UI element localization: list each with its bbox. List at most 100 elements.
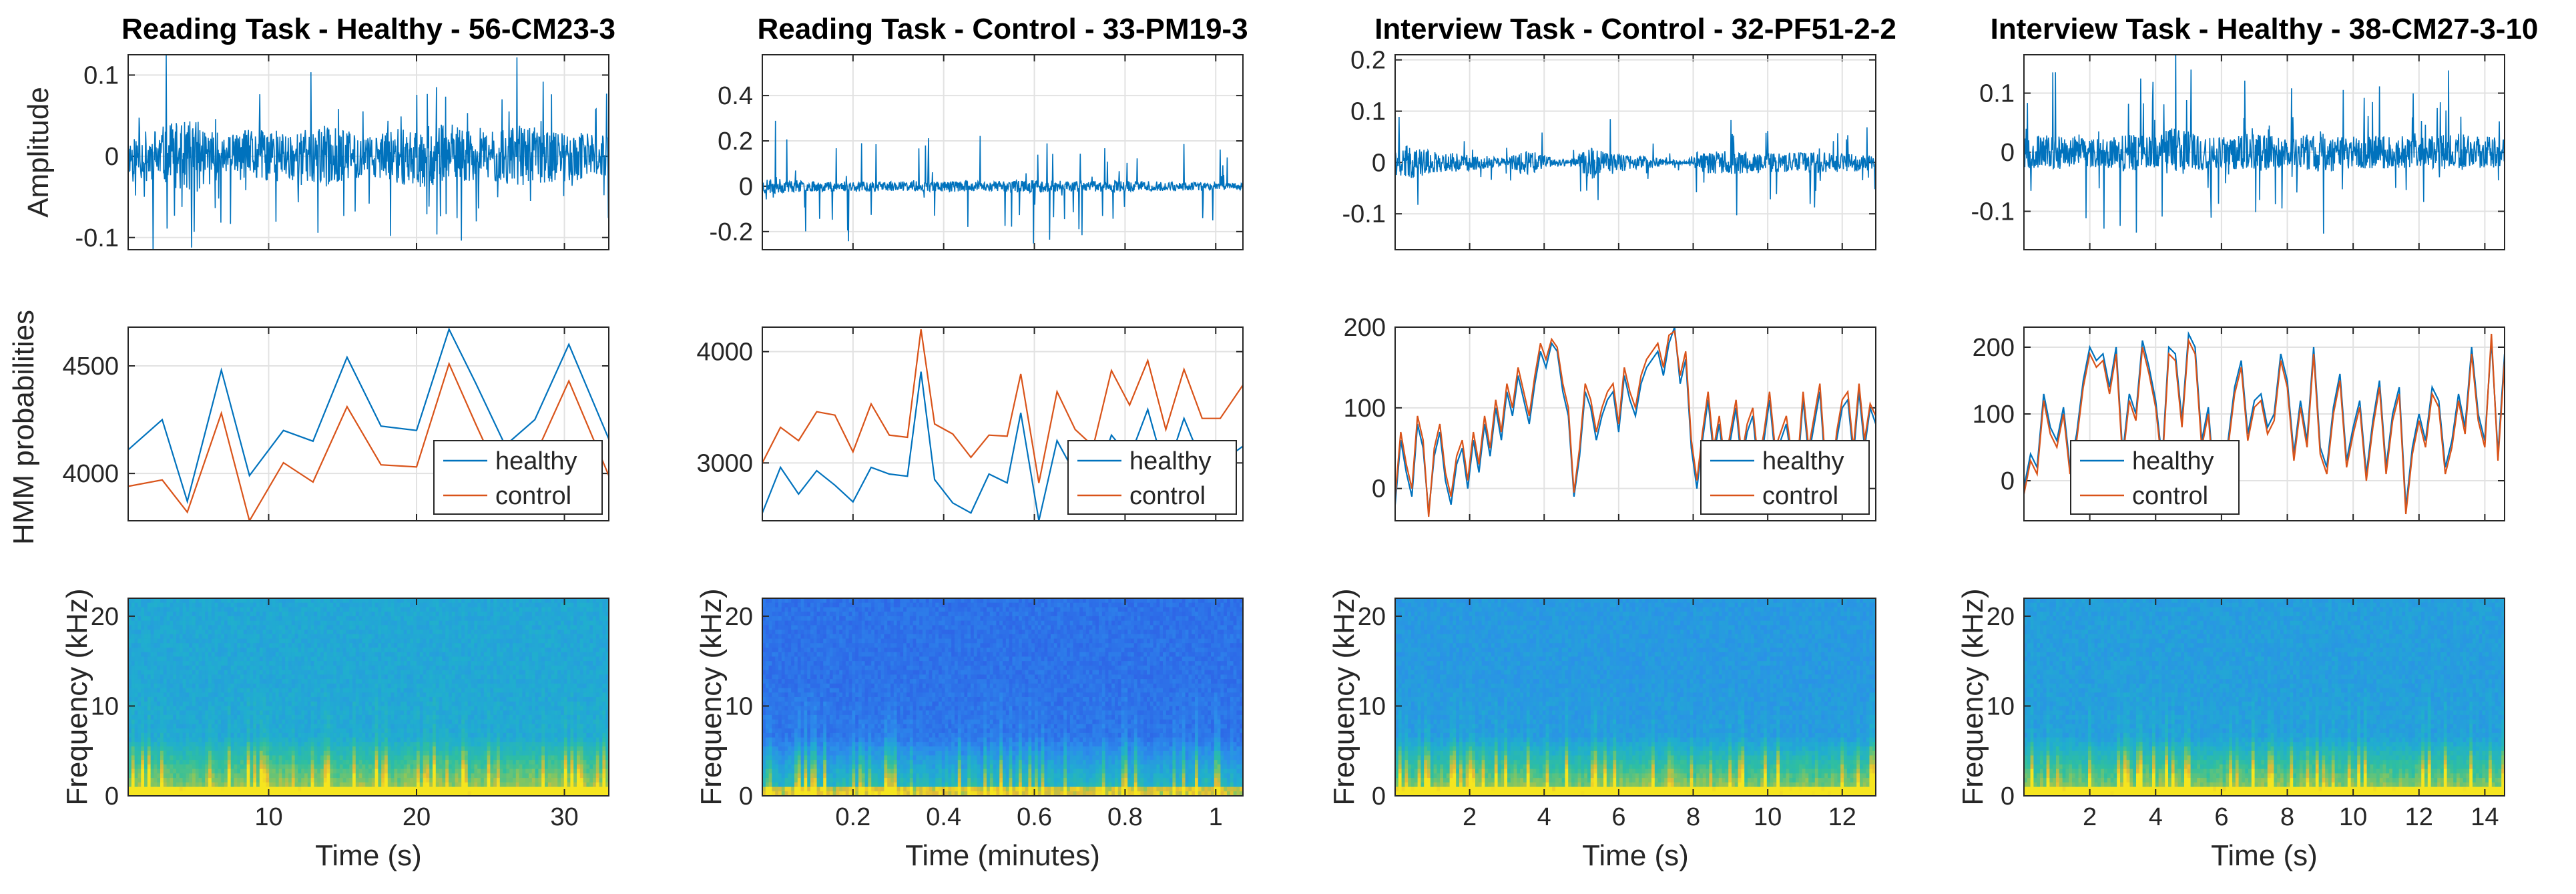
spectrogram-cell	[484, 616, 487, 621]
spectrogram-cell	[237, 603, 240, 608]
spectrogram-cell	[311, 616, 314, 621]
spectrogram-cell	[497, 616, 500, 621]
spectrogram-cell	[461, 630, 465, 634]
spectrogram-cell	[378, 639, 381, 644]
spectrogram-cell	[170, 630, 173, 634]
spectrogram-cell	[525, 612, 529, 616]
spectrogram-cell	[234, 625, 237, 630]
spectrogram-cell	[349, 621, 352, 626]
spectrogram-cell	[589, 630, 593, 634]
spectrogram-cell	[173, 616, 176, 621]
spectrogram-cell	[481, 598, 484, 603]
spectrogram-cell	[490, 634, 493, 639]
spectrogram-cell	[500, 616, 503, 621]
spectrogram-cell	[288, 621, 292, 626]
spectrogram-cell	[596, 607, 599, 612]
spectrogram-cell	[593, 630, 596, 634]
spectrogram-cell	[471, 607, 475, 612]
spectrogram-cell	[330, 621, 333, 626]
spectrogram-cell	[157, 634, 160, 639]
spectrogram-cell	[176, 630, 180, 634]
spectrogram-cell	[298, 603, 301, 608]
spectrogram-cell	[359, 621, 362, 626]
spectrogram-cell	[391, 616, 395, 621]
spectrogram-cell	[196, 634, 199, 639]
spectrogram-cell	[135, 630, 138, 634]
spectrogram-cell	[362, 625, 365, 630]
spectrogram-cell	[487, 634, 491, 639]
spectrogram-cell	[234, 603, 237, 608]
spectrogram-cell	[170, 598, 173, 603]
spectrogram-cell	[160, 634, 164, 639]
spectrogram-cell	[445, 607, 449, 612]
spectrogram-cell	[503, 630, 507, 634]
spectrogram-cell	[192, 625, 196, 630]
spectrogram-cell	[519, 616, 523, 621]
spectrogram-cell	[199, 607, 202, 612]
spectrogram-cell	[247, 603, 250, 608]
spectrogram-cell	[301, 625, 304, 630]
spectrogram-cell	[433, 598, 436, 603]
spectrogram-cell	[343, 603, 346, 608]
spectrogram-cell	[384, 598, 388, 603]
spectrogram-cell	[465, 630, 468, 634]
spectrogram-cell	[551, 634, 555, 639]
spectrogram-cell	[333, 621, 336, 626]
spectrogram-cell	[593, 603, 596, 608]
spectrogram-cell	[573, 616, 577, 621]
spectrogram-cell	[221, 621, 224, 626]
spectrogram-cell	[324, 634, 327, 639]
spectrogram-cell	[567, 621, 571, 626]
spectrogram-cell	[234, 621, 237, 626]
spectrogram-cell	[381, 607, 384, 612]
spectrogram-cell	[372, 639, 375, 644]
spectrogram-cell	[503, 612, 507, 616]
spectrogram-cell	[570, 612, 573, 616]
spectrogram-cell	[352, 603, 356, 608]
spectrogram-cell	[583, 598, 587, 603]
spectrogram-cell	[260, 639, 263, 644]
hmm-plot: 40004500healthycontrol	[62, 327, 609, 521]
spectrogram-cell	[356, 603, 359, 608]
spectrogram-cell	[417, 607, 420, 612]
spectrogram-cell	[288, 630, 292, 634]
spectrogram-cell	[580, 612, 583, 616]
spectrogram-cell	[311, 607, 314, 612]
legend-label-control: control	[495, 482, 571, 510]
spectrogram-cell	[212, 621, 215, 626]
spectrogram-cell	[269, 612, 272, 616]
spectrogram-cell	[449, 616, 452, 621]
spectrogram-cell	[538, 598, 541, 603]
spectrogram-cell	[541, 607, 545, 612]
chart-column-1: Reading Task - Healthy - 56-CM23-3-0.100…	[61, 13, 615, 872]
spectrogram-cell	[538, 612, 541, 616]
spectrogram-cell	[458, 634, 461, 639]
spectrogram-cell	[221, 616, 224, 621]
spectrogram-cell	[522, 625, 525, 630]
spectrogram-cell	[525, 598, 529, 603]
spectrogram-cell	[167, 630, 170, 634]
spectrogram-cell	[256, 607, 260, 612]
spectrogram-cell	[247, 621, 250, 626]
spectrogram-cell	[144, 603, 148, 608]
spectrogram-cell	[288, 625, 292, 630]
spectrogram-cell	[157, 639, 160, 644]
spectrogram-cell	[196, 612, 199, 616]
spectrogram-cell	[221, 630, 224, 634]
spectrogram-cell	[519, 598, 523, 603]
spectrogram-cell	[132, 603, 135, 608]
spectrogram-cell	[132, 607, 135, 612]
spectrogram-cell	[183, 616, 186, 621]
spectrogram-cell	[442, 612, 445, 616]
spectrogram-cell	[554, 630, 557, 634]
spectrogram-cell	[224, 598, 228, 603]
spectrogram-cell	[343, 634, 346, 639]
spectrogram-cell	[442, 634, 445, 639]
spectrogram-cell	[516, 621, 519, 626]
spectrogram-cell	[215, 612, 218, 616]
spectrogram-cell	[340, 612, 343, 616]
spectrogram-cell	[423, 603, 427, 608]
spectrogram-cell	[384, 612, 388, 616]
spectrogram-cell	[218, 639, 221, 644]
spectrogram-cell	[580, 603, 583, 608]
